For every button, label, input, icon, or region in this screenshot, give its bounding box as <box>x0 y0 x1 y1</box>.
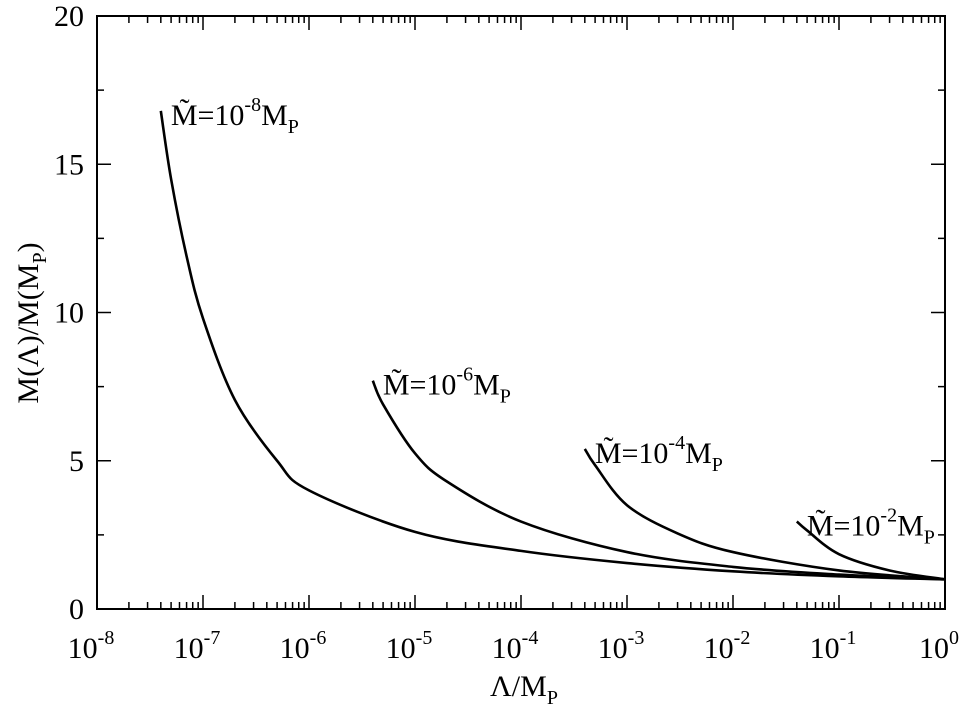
y-tick-label: 10 <box>54 297 84 330</box>
x-tick-label: 10-8 <box>68 627 115 665</box>
series-curve-3 <box>795 520 946 581</box>
y-tick-label: 20 <box>54 0 84 33</box>
series-curve-1 <box>371 380 946 581</box>
curves <box>159 110 946 581</box>
series-label: M̃=10-8MP <box>171 94 299 138</box>
x-tick-label: 10-3 <box>598 627 645 665</box>
x-axis-title: Λ/MP <box>490 670 558 709</box>
x-tick-label: 10-6 <box>280 627 327 665</box>
y-axis-title: M(Λ)/M(MP) <box>12 242 51 403</box>
series-label: M̃=10-4MP <box>595 432 723 476</box>
ticks <box>96 15 946 610</box>
series-label: M̃=10-2MP <box>807 505 935 549</box>
x-tick-label: 10-4 <box>492 627 539 665</box>
x-tick-label: 10-7 <box>174 627 221 665</box>
series-curve-2 <box>583 448 946 581</box>
x-tick-labels: 10-8 10-7 10-6 10-5 10-4 10-3 10-2 10-1 100 <box>68 627 959 665</box>
y-tick-labels: 0 5 10 15 20 <box>54 0 84 626</box>
annotations: M̃=10-8MP M̃=10-6MP M̃=10-4MP M̃=10-2MP <box>171 94 935 549</box>
y-tick-label: 5 <box>69 445 84 478</box>
y-tick-label: 0 <box>69 593 84 626</box>
x-tick-label: 10-1 <box>810 627 857 665</box>
x-tick-label: 10-2 <box>704 627 751 665</box>
series-label: M̃=10-6MP <box>383 364 511 408</box>
y-tick-label: 15 <box>54 148 84 181</box>
x-tick-label: 100 <box>919 627 959 665</box>
series-curve-0 <box>159 110 946 581</box>
x-tick-label: 10-5 <box>386 627 433 665</box>
